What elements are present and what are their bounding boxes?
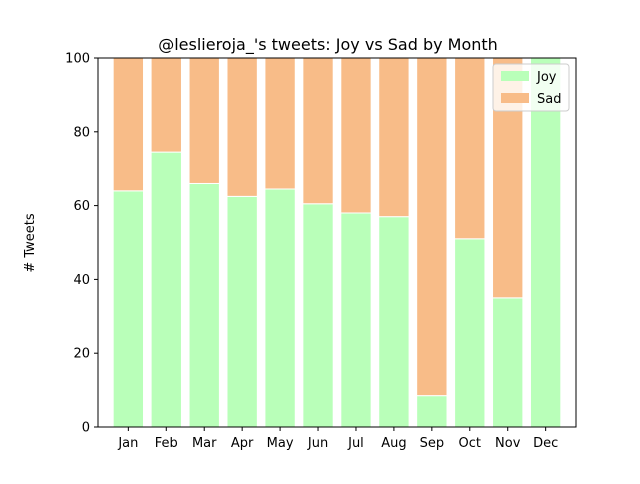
bar-joy-dec <box>529 57 562 428</box>
x-tick-label: Jun <box>307 436 328 451</box>
x-tick-label: Aug <box>381 436 406 451</box>
bar-sad-jan <box>112 57 145 192</box>
x-tick-label: Jan <box>117 436 138 451</box>
x-tick-label: May <box>267 436 294 451</box>
bar-sad-feb <box>150 57 182 153</box>
x-tick-label: Mar <box>192 436 217 451</box>
bar-sad-sep <box>416 57 448 397</box>
bar-joy-nov <box>492 297 524 428</box>
bar-sad-jul <box>340 57 372 214</box>
x-tick-label: Nov <box>495 436 521 451</box>
plot-frame <box>97 57 577 428</box>
y-tick-label: 0 <box>82 421 90 436</box>
bar-joy-jun <box>302 203 334 428</box>
bar-joy-oct <box>454 238 486 428</box>
legend: Joy Sad <box>492 63 570 112</box>
bar-joy-jan <box>112 190 145 428</box>
y-axis-label: # Tweets <box>23 213 38 273</box>
y-tick-label: 60 <box>73 199 90 214</box>
bar-joy-may <box>264 188 296 428</box>
bar-joy-aug <box>378 216 410 428</box>
bars-group <box>112 57 562 428</box>
bar-joy-mar <box>188 182 220 428</box>
x-tick-label: Feb <box>155 436 178 451</box>
bar-sad-oct <box>454 57 486 240</box>
axes-group: 0 20 40 60 80 100 Jan Feb Mar Apr May Jun Jul Aug Sep O… <box>65 52 577 451</box>
bar-sad-may <box>264 57 296 190</box>
y-tick-label: 20 <box>73 347 90 362</box>
bar-sad-jun <box>302 57 334 205</box>
bar-sad-mar <box>188 57 220 184</box>
bar-sad-apr <box>226 57 258 197</box>
y-tick-label: 100 <box>65 52 90 67</box>
chart-title: @leslieroja_'s tweets: Joy vs Sad by Mon… <box>158 35 498 55</box>
bar-joy-apr <box>226 195 258 428</box>
legend-label-sad: Sad <box>537 92 561 107</box>
bar-joy-feb <box>150 151 182 428</box>
x-tick-label: Jul <box>347 436 364 451</box>
y-tick-label: 80 <box>73 125 90 140</box>
bar-joy-sep <box>416 395 448 428</box>
bar-joy-jul <box>340 212 372 428</box>
legend-swatch-sad <box>501 93 529 103</box>
x-tick-label: Sep <box>420 436 445 451</box>
x-tick-label: Apr <box>231 436 254 451</box>
x-tick-label: Oct <box>459 436 481 451</box>
legend-label-joy: Joy <box>536 70 557 85</box>
y-tick-label: 40 <box>73 273 90 288</box>
x-tick-label: Dec <box>533 436 558 451</box>
bar-sad-aug <box>378 57 410 218</box>
legend-swatch-joy <box>501 71 529 81</box>
